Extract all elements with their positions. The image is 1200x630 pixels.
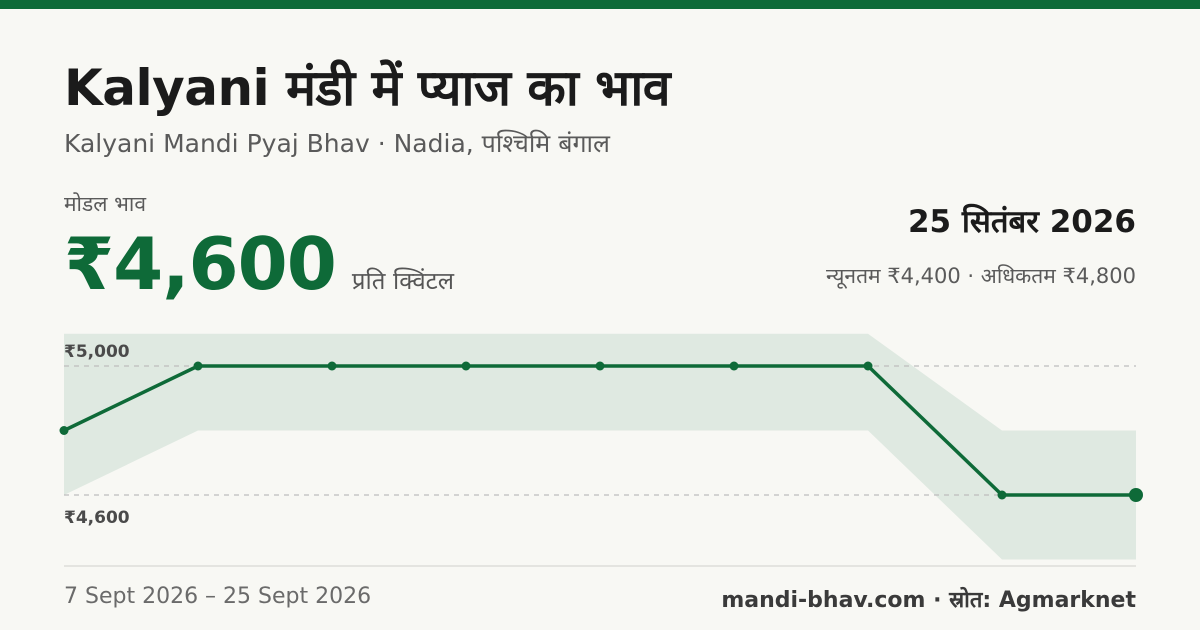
data-point <box>997 490 1007 500</box>
modal-price-label: मोडल भाव <box>64 192 147 216</box>
y-tick-label: ₹5,000 <box>64 342 130 362</box>
data-point <box>461 361 471 371</box>
y-tick-label: ₹4,600 <box>64 508 130 528</box>
modal-price-value: ₹4,600 <box>64 222 337 306</box>
price-chart: ₹5,000 ₹4,600 <box>59 333 1143 560</box>
data-point <box>193 361 203 371</box>
data-point <box>1129 488 1143 502</box>
price-unit: प्रति क्विंटल <box>351 267 455 295</box>
page-subtitle: Kalyani Mandi Pyaj Bhav · Nadia, पश्चिमि… <box>64 129 610 158</box>
min-max-price: न्यूनतम ₹4,400 · अधिकतम ₹4,800 <box>826 264 1136 288</box>
source-credit: mandi-bhav.com · स्रोत: Agmarknet <box>721 588 1136 613</box>
modal-price-row: ₹4,600 प्रति क्विंटल <box>64 222 454 306</box>
date-range: 7 Sept 2026 – 25 Sept 2026 <box>64 584 372 609</box>
top-accent-bar <box>0 0 1200 9</box>
footer-divider <box>64 565 1136 567</box>
price-range-band <box>64 333 1136 560</box>
price-date: 25 सितंबर 2026 <box>907 204 1136 240</box>
data-point <box>863 361 873 371</box>
data-point <box>729 361 739 371</box>
data-point <box>595 361 605 371</box>
page-title: Kalyani मंडी में प्याज का भाव <box>64 59 671 117</box>
data-point <box>327 361 337 371</box>
data-point <box>59 426 69 435</box>
